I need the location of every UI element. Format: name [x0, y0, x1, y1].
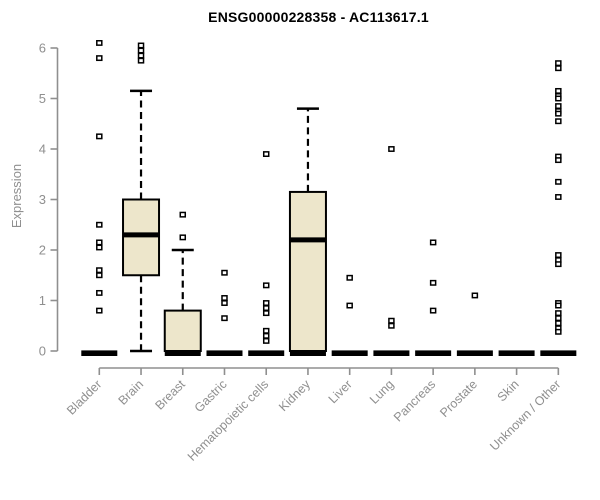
zero-bar [331, 350, 368, 356]
outlier-point [179, 211, 187, 218]
outlier-point [555, 320, 562, 327]
outlier-point [96, 267, 103, 274]
outlier-point [221, 315, 228, 322]
chart-title: ENSG00000228358 - AC113617.1 [208, 9, 429, 25]
outlier-point [221, 269, 228, 276]
outlier-point [429, 279, 437, 286]
y-tick-label: 0 [39, 344, 46, 359]
x-tick-label: Skin [495, 377, 522, 404]
outlier-point [555, 60, 562, 67]
x-tick-label: Pancreas [391, 377, 438, 424]
outlier-point [555, 95, 562, 102]
zero-bar [164, 350, 201, 356]
outlier-point [429, 239, 437, 246]
outlier-point [96, 289, 103, 296]
outlier-point [555, 110, 562, 117]
outlier-point [137, 52, 145, 59]
outlier-point [555, 315, 562, 322]
zero-bar [289, 350, 326, 356]
outlier-point [262, 310, 270, 317]
outlier-point [96, 133, 103, 140]
outlier-point [96, 272, 103, 279]
zero-bar [81, 350, 118, 356]
outlier-point [346, 302, 353, 309]
outlier-point [262, 337, 270, 344]
zero-bar [540, 350, 577, 356]
outlier-point [262, 151, 270, 158]
outlier-point [262, 332, 270, 339]
outlier-point [429, 307, 437, 314]
outlier-point [388, 322, 395, 329]
outlier-point [221, 295, 228, 301]
outlier-point [388, 146, 395, 152]
x-tick-label: Liver [326, 377, 355, 406]
outlier-point [96, 55, 103, 62]
y-tick-label: 4 [39, 142, 46, 157]
outlier-point [346, 274, 353, 281]
outlier-point [555, 178, 562, 185]
outlier-point [555, 87, 562, 94]
box [122, 198, 161, 277]
x-tick-label: Kidney [276, 377, 313, 414]
outlier-point [96, 40, 103, 46]
outlier-point [555, 157, 562, 164]
outlier-point [137, 57, 145, 64]
outlier-point [137, 47, 145, 54]
zero-bar [415, 350, 452, 356]
zero-bar [373, 350, 410, 356]
x-tick-label: Prostate [437, 377, 480, 420]
x-tick-label: Brain [116, 377, 147, 408]
y-tick-label: 2 [39, 243, 46, 258]
x-tick-label: Bladder [64, 377, 104, 417]
x-tick-label: Hematopoietic cells [185, 377, 272, 464]
outlier-point [555, 328, 562, 335]
zero-bar [456, 350, 493, 356]
y-tick-label: 3 [39, 192, 46, 207]
outlier-point [555, 65, 562, 72]
outlier-point [96, 221, 103, 228]
x-tick-label: Lung [367, 377, 397, 407]
outlier-point [555, 194, 562, 200]
outlier-point [555, 261, 562, 268]
x-tick-label: Unknown / Other [487, 377, 563, 453]
box [163, 309, 202, 353]
outlier-point [96, 239, 103, 246]
y-tick-label: 1 [39, 293, 46, 308]
zero-bar [248, 350, 285, 356]
box [288, 190, 327, 352]
outlier-point [555, 302, 562, 309]
outlier-point [471, 292, 479, 299]
zero-bar [498, 350, 535, 356]
outlier-point [179, 234, 187, 241]
outlier-point [96, 244, 103, 251]
y-tick-label: 6 [39, 41, 46, 56]
y-tick-label: 5 [39, 91, 46, 106]
outlier-point [388, 317, 395, 324]
outlier-point [262, 305, 270, 312]
outlier-point [96, 307, 103, 314]
outlier-point [555, 103, 562, 110]
outlier-point [262, 300, 270, 306]
x-tick-label: Gastric [192, 377, 230, 415]
y-axis-title: Expression [9, 164, 24, 228]
zero-bar [206, 350, 243, 356]
outlier-point [555, 118, 562, 125]
outlier-point [262, 282, 270, 289]
x-tick-label: Breast [152, 377, 188, 413]
outlier-point [555, 252, 562, 259]
outlier-point [137, 42, 145, 49]
outlier-point [555, 310, 562, 317]
outlier-point [221, 300, 228, 306]
outlier-point [262, 327, 270, 334]
